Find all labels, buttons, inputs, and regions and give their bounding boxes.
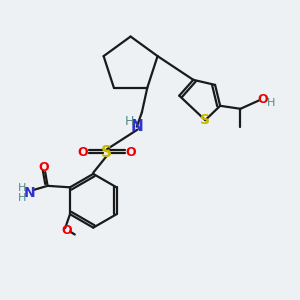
- Text: O: O: [61, 224, 72, 237]
- Text: N: N: [131, 119, 144, 134]
- Text: O: O: [39, 161, 49, 174]
- Text: S: S: [200, 113, 210, 127]
- Text: O: O: [258, 93, 268, 106]
- Text: S: S: [101, 146, 112, 160]
- Text: O: O: [126, 146, 136, 160]
- Text: N: N: [24, 186, 35, 200]
- Text: O: O: [77, 146, 88, 160]
- Text: H: H: [18, 194, 27, 203]
- Text: H: H: [125, 115, 134, 128]
- Text: H: H: [267, 98, 276, 108]
- Text: H: H: [18, 183, 27, 193]
